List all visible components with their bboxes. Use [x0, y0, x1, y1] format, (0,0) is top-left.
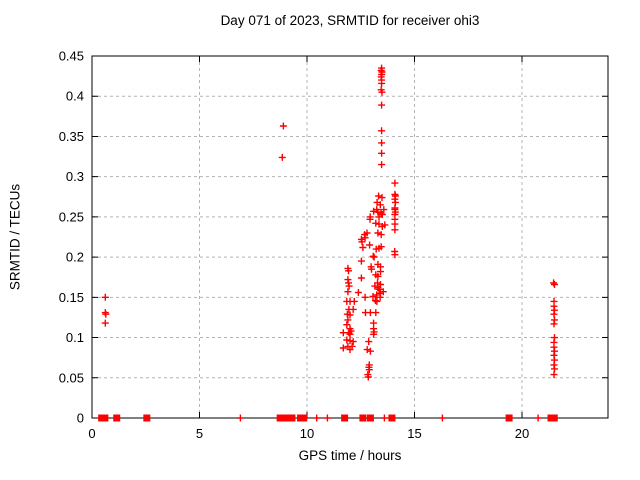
scatter-plus-markers	[101, 64, 558, 422]
zero-cluster-marker	[288, 414, 296, 422]
x-tick-label: 5	[196, 426, 203, 441]
zero-cluster-marker	[366, 414, 374, 422]
x-axis-label: GPS time / hours	[298, 448, 402, 463]
y-tick-label: 0.1	[66, 330, 84, 345]
y-tick-label: 0.05	[59, 370, 84, 385]
zero-cluster-marker	[280, 414, 288, 422]
zero-cluster-marker	[276, 414, 284, 422]
zero-cluster-marker	[143, 414, 151, 422]
y-tick-label: 0.4	[66, 89, 84, 104]
y-tick-label: 0.25	[59, 209, 84, 224]
gridlines	[92, 56, 608, 418]
y-tick-label: 0.45	[59, 49, 84, 64]
zero-cluster-marker	[113, 414, 121, 422]
y-tick-label: 0.35	[59, 129, 84, 144]
y-tick-label: 0.15	[59, 290, 84, 305]
x-tick-label: 15	[407, 426, 421, 441]
zero-cluster-marker	[505, 414, 513, 422]
y-tick-label: 0.2	[66, 250, 84, 265]
y-tick-label: 0.3	[66, 169, 84, 184]
zero-cluster-marker	[300, 414, 308, 422]
zero-cluster-marker	[359, 414, 367, 422]
y-tick-label: 0	[77, 411, 84, 426]
x-tick-label: 0	[88, 426, 95, 441]
zero-cluster-marker	[550, 414, 558, 422]
plot-border	[91, 55, 609, 419]
chart-title: Day 071 of 2023, SRMTID for receiver ohi…	[220, 13, 480, 28]
x-tick-label: 10	[300, 426, 314, 441]
zero-cluster-marker	[101, 414, 109, 422]
x-tick-label: 20	[515, 426, 529, 441]
axis-ticks	[91, 55, 608, 419]
zero-cluster-marker	[341, 414, 349, 422]
zero-cluster-marker	[388, 414, 396, 422]
